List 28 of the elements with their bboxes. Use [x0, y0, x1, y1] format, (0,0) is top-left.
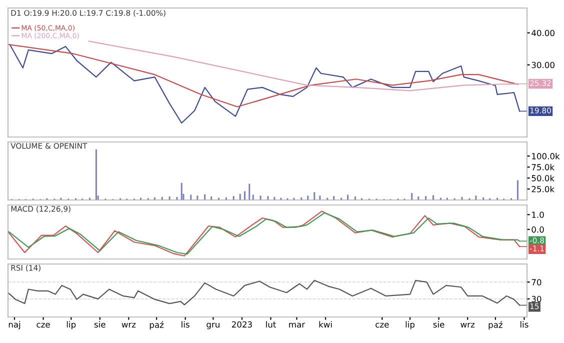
x-tick-label: paź: [150, 321, 164, 330]
x-tick-label: sie: [94, 321, 106, 328]
x-tick-label: lis: [520, 321, 528, 328]
y-tick-label: 40.00: [532, 30, 554, 36]
x-tick-label: lis: [182, 321, 190, 328]
x-tick-label: cze: [36, 322, 50, 328]
y-tick-label: 30: [532, 296, 542, 302]
x-tick-label: wrz: [122, 322, 136, 328]
y-tick-label: 70: [532, 279, 542, 286]
x-tick-label: cze: [376, 322, 389, 328]
y-tick-label: 25.0k: [532, 186, 555, 192]
x-tick-label: lut: [266, 321, 276, 328]
y-tick-label: 100.0k: [532, 152, 560, 160]
x-tick-label: 2023: [232, 321, 252, 328]
x-tick-label: paź: [488, 321, 502, 330]
y-tick-label: 30.00: [532, 62, 554, 68]
x-tick-label: mar: [289, 322, 306, 328]
y-tick-label: 0.0: [532, 226, 544, 233]
y-tick-label: 50.0k: [532, 174, 555, 182]
y-tick-label: 1.0: [532, 212, 544, 218]
x-tick-label: kwi: [319, 321, 332, 328]
x-tick-label: gru: [206, 322, 220, 330]
x-tick-label: lip: [406, 321, 415, 330]
x-tick-label: wrz: [460, 322, 475, 328]
y-tick-label: 75.0k: [532, 164, 555, 170]
x-tick-label: lip: [66, 321, 76, 330]
x-tick-label: naj: [8, 321, 20, 330]
x-tick-label: sie: [433, 321, 444, 328]
